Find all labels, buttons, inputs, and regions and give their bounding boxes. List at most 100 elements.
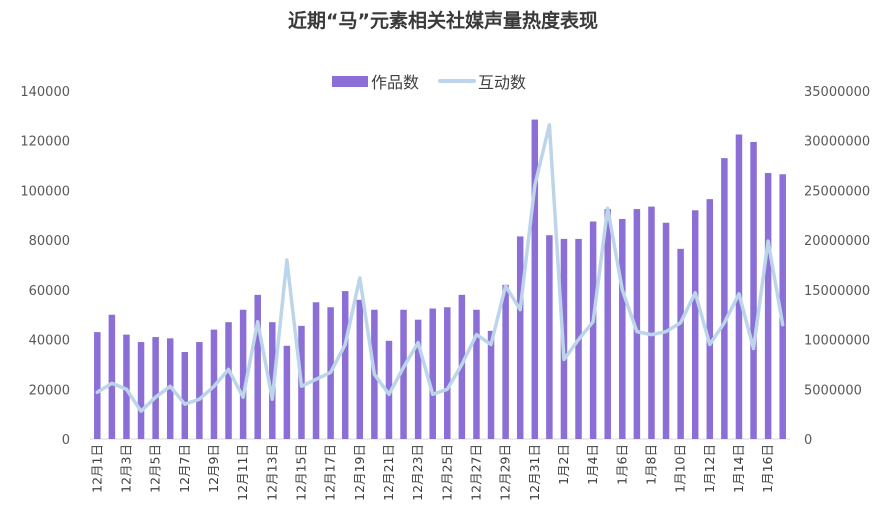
x-tick-label: 12月29日 (498, 444, 513, 501)
y-left-tick-label: 100000 (20, 184, 70, 199)
line-point (533, 184, 536, 187)
line-point (461, 363, 463, 366)
line-point (577, 338, 580, 341)
y-left-tick-label: 20000 (29, 383, 70, 398)
bar (269, 322, 276, 439)
bar (721, 158, 728, 439)
line-point (329, 371, 332, 374)
line-point (417, 341, 419, 344)
line-point (519, 308, 522, 311)
bar (750, 141, 757, 439)
y-left-tick-label: 0 (62, 433, 70, 448)
line-point (650, 333, 653, 336)
bar (225, 322, 232, 439)
line-point (358, 277, 361, 279)
line-point (679, 321, 682, 324)
x-tick-label: 12月11日 (235, 444, 250, 501)
line-point (592, 320, 594, 323)
x-tick-label: 12月15日 (293, 444, 308, 501)
x-tick-label: 12月21日 (381, 444, 396, 501)
bar (502, 284, 509, 439)
bar (196, 342, 203, 439)
x-tick-label: 12月3日 (118, 444, 133, 493)
bar (648, 206, 655, 439)
line-point (344, 343, 347, 346)
line-point (300, 385, 303, 388)
line-point (373, 373, 376, 376)
y-right-tick-label: 5000000 (804, 383, 862, 398)
legend-label-line: 互动数 (478, 73, 526, 92)
y-right-tick-label: 10000000 (804, 334, 870, 349)
line-point (752, 347, 755, 350)
line-point (606, 207, 609, 210)
bar (429, 308, 436, 439)
bar (779, 174, 786, 439)
line-point (271, 398, 274, 401)
y-left-tick-label: 120000 (20, 135, 70, 150)
x-tick-label: 12月1日 (89, 444, 104, 493)
bar (619, 219, 626, 439)
bar (764, 173, 772, 439)
line-point (169, 385, 172, 388)
line-point (256, 320, 259, 323)
x-tick-label: 12月19日 (352, 444, 367, 501)
x-tick-label: 1月14日 (731, 444, 746, 493)
line-point (388, 393, 390, 396)
x-tick-label: 12月25日 (439, 444, 454, 501)
bar (414, 319, 422, 439)
bar (137, 342, 145, 439)
y-right-tick-label: 35000000 (804, 85, 870, 100)
line-point (665, 330, 667, 333)
line-point (563, 358, 565, 361)
line-point (198, 398, 201, 401)
bar (94, 332, 101, 439)
line-point (315, 378, 317, 381)
line-point (96, 391, 99, 394)
line-point (636, 330, 638, 333)
x-tick-label: 1月6日 (614, 444, 629, 485)
legend-label-bar: 作品数 (371, 73, 419, 92)
legend-swatch-bar (332, 76, 368, 87)
y-right-tick-label: 30000000 (804, 135, 870, 150)
x-tick-label: 1月12日 (702, 444, 717, 493)
bar (152, 337, 159, 439)
bar (108, 314, 116, 439)
x-tick-label: 12月23日 (410, 444, 425, 501)
y-right-tick-label: 20000000 (804, 234, 870, 249)
bar (531, 119, 539, 439)
line-point (723, 321, 726, 324)
bar (473, 309, 480, 439)
y-right-tick-label: 0 (804, 433, 812, 448)
bar (239, 309, 247, 439)
line-point (621, 289, 624, 291)
x-tick-label: 12月13日 (264, 444, 279, 501)
y-left-tick-label: 140000 (20, 85, 70, 100)
y-left-tick-label: 40000 (29, 334, 70, 349)
line-point (286, 259, 288, 261)
line-point (402, 366, 405, 369)
line-point (183, 403, 186, 406)
bar (400, 309, 407, 439)
bar (691, 210, 699, 439)
line-point (767, 240, 769, 242)
chart-title: 近期“马”元素相关社媒声量热度表现 (288, 9, 598, 32)
line-point (708, 343, 711, 346)
bar (341, 291, 349, 439)
bar (312, 302, 320, 439)
x-axis: 12月1日 12月3日 12月5日 12月7日 12月9日 12月11日 12月13日 12月… (89, 444, 775, 501)
line-path (95, 123, 785, 413)
y-right-tick-label: 15000000 (804, 284, 870, 299)
line-point (738, 293, 740, 295)
line-point (490, 343, 492, 346)
bar (356, 299, 364, 439)
bar (444, 307, 451, 439)
line-point (111, 382, 113, 385)
y-left-tick-label: 80000 (29, 234, 70, 249)
bar (677, 248, 684, 439)
line-point (227, 368, 230, 371)
bar (589, 221, 597, 439)
bar (546, 235, 553, 439)
line-series (95, 123, 785, 413)
line-point (125, 388, 128, 391)
